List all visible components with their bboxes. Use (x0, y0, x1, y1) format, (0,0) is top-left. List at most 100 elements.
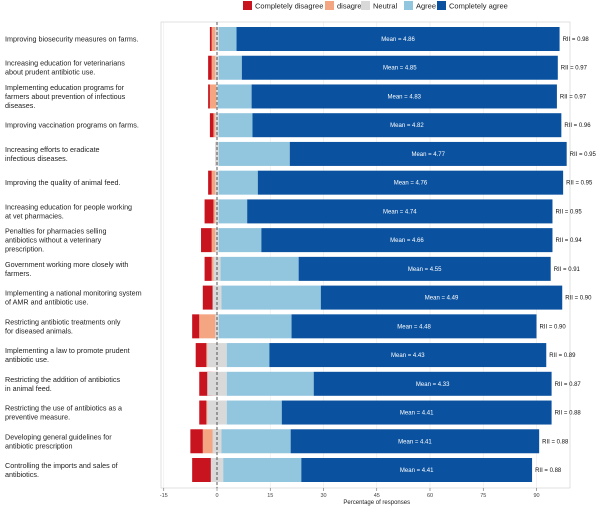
category-labels: Improving biosecurity measures on farms.… (5, 35, 142, 480)
bar-completely-disagree (204, 256, 212, 281)
bar-neutral (216, 84, 218, 109)
legend-swatch (361, 1, 370, 10)
chart-legend: Completely disagree disagree Neutral Agree C… (243, 1, 508, 11)
bar-disagree (211, 27, 217, 51)
bar-completely-agree (251, 84, 557, 109)
category-label: Controlling the imports and sales of anti… (5, 461, 118, 479)
bar-neutral (207, 343, 227, 368)
category-label: Implementing a national monitoring syste… (5, 289, 142, 307)
mean-label: Mean = 4.77 (411, 152, 445, 158)
rii-label: RII = 0.98 (563, 37, 590, 43)
legend-item-completely_agree: Completely agree (437, 1, 508, 11)
bar-disagree (199, 314, 217, 339)
category-label: Increasing education for people working a… (5, 202, 132, 220)
bar-row (209, 113, 562, 138)
rii-label: RII = 0.88 (555, 411, 582, 417)
rii-label: RII = 0.97 (561, 66, 588, 72)
legend-item-disagree: disagree (325, 1, 366, 11)
x-tick-label: 15 (267, 493, 273, 499)
category-label: Government working more closely with farm… (5, 260, 128, 278)
mean-label: Mean = 4.41 (398, 439, 432, 445)
legend-item-agree: Agree (404, 1, 436, 11)
legend-item-completely_disagree: Completely disagree (243, 1, 323, 11)
x-tick-label: 0 (215, 493, 218, 499)
plot-frame (160, 21, 571, 489)
rii-label: RII = 0.95 (566, 181, 593, 187)
bar-row (208, 170, 564, 195)
bar-agree (226, 343, 270, 368)
bar-row (190, 429, 540, 454)
x-tick-label: 75 (480, 493, 486, 499)
bar-row (208, 55, 558, 80)
bar-completely-agree (301, 458, 533, 482)
mean-label: Mean = 4.48 (397, 324, 431, 330)
mean-label: Mean = 4.86 (381, 37, 415, 43)
bar-annotations: Mean = 4.86 RII = 0.98 Mean = 4.85 RII = 0.… (381, 37, 596, 474)
bar-row (199, 371, 552, 396)
bar-disagree (211, 55, 217, 80)
x-tick-label: 90 (533, 493, 539, 499)
bar-completely-disagree (192, 458, 212, 482)
bar-agree (218, 170, 258, 195)
legend-swatch (325, 1, 334, 10)
bar-completely-disagree (195, 343, 207, 368)
legend-swatch (404, 1, 413, 10)
bar-disagree (211, 228, 217, 253)
bar-row (201, 228, 553, 253)
bar-agree (218, 314, 292, 339)
mean-label: Mean = 4.43 (391, 353, 425, 359)
bar-stacks (190, 27, 567, 482)
bar-agree (218, 113, 253, 138)
bar-agree (218, 228, 262, 253)
bar-completely-agree (236, 27, 560, 51)
bar-row (192, 314, 537, 339)
bar-row (192, 458, 533, 482)
bar-disagree (211, 170, 217, 195)
bar-agree (218, 55, 242, 80)
bar-agree (218, 141, 290, 166)
legend-swatch (437, 1, 446, 10)
bar-row (202, 285, 563, 310)
rii-label: RII = 0.89 (549, 353, 576, 359)
legend-label: Neutral (373, 2, 398, 11)
bar-completely-disagree (209, 27, 212, 51)
mean-label: Mean = 4.33 (416, 382, 450, 388)
rii-label: RII = 0.95 (570, 152, 597, 158)
bar-row (204, 199, 553, 224)
rii-label: RII = 0.88 (542, 439, 569, 445)
bar-completely-agree (289, 141, 567, 166)
legend-label: Completely disagree (255, 2, 323, 11)
rii-label: RII = 0.96 (564, 123, 591, 129)
category-label: Penalties for pharmacies selling antibiot… (5, 227, 106, 254)
x-tick-label: 30 (320, 493, 326, 499)
rii-label: RII = 0.87 (555, 382, 582, 388)
rii-label: RII = 0.88 (535, 468, 562, 474)
mean-label: Mean = 4.55 (408, 267, 442, 273)
bar-row (215, 141, 567, 166)
category-label: Increasing efforts to eradicate infectiou… (5, 145, 100, 163)
bar-disagree (209, 84, 217, 109)
bar-completely-disagree (204, 199, 214, 224)
rii-label: RII = 0.94 (555, 238, 582, 244)
rii-label: RII = 0.90 (565, 296, 592, 302)
bar-completely-disagree (202, 285, 214, 310)
bar-agree (217, 84, 252, 109)
bar-completely-agree (252, 113, 562, 138)
bar-completely-disagree (192, 314, 200, 339)
category-label: Increasing education for veterinarians ab… (5, 59, 125, 77)
bar-completely-agree (298, 256, 551, 281)
bar-completely-agree (257, 170, 564, 195)
bar-completely-agree (261, 228, 553, 253)
mean-label: Mean = 4.41 (400, 468, 434, 474)
rii-label: RII = 0.95 (555, 209, 582, 215)
rii-label: RII = 0.90 (540, 324, 567, 330)
bar-completely-agree (269, 343, 547, 368)
legend-label: Agree (416, 2, 436, 11)
bar-agree (226, 400, 282, 425)
bar-completely-disagree (190, 429, 203, 454)
rii-label: RII = 0.97 (560, 94, 587, 100)
bar-row (208, 84, 557, 109)
legend-label: disagree (337, 2, 366, 11)
legend-swatch (243, 1, 252, 10)
